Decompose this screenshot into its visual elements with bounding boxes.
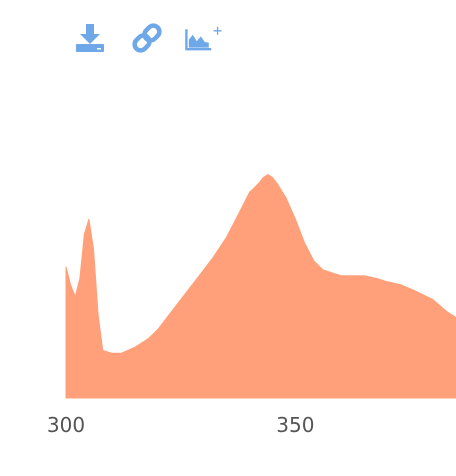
- spectrum-area-0: [65, 174, 456, 399]
- chart-toolbar: [70, 18, 241, 58]
- link-icon: [132, 23, 162, 53]
- x-axis-ticks: 300 350: [47, 413, 315, 437]
- x-tick-label-0: 300: [47, 413, 85, 437]
- x-tick-label-1: 350: [276, 413, 314, 437]
- area-layer: [65, 174, 456, 399]
- link-button[interactable]: [127, 18, 167, 58]
- add-spectrum-icon: [185, 26, 222, 51]
- add-spectrum-button[interactable]: [184, 18, 224, 58]
- download-icon: [76, 24, 104, 52]
- download-button[interactable]: [70, 18, 110, 58]
